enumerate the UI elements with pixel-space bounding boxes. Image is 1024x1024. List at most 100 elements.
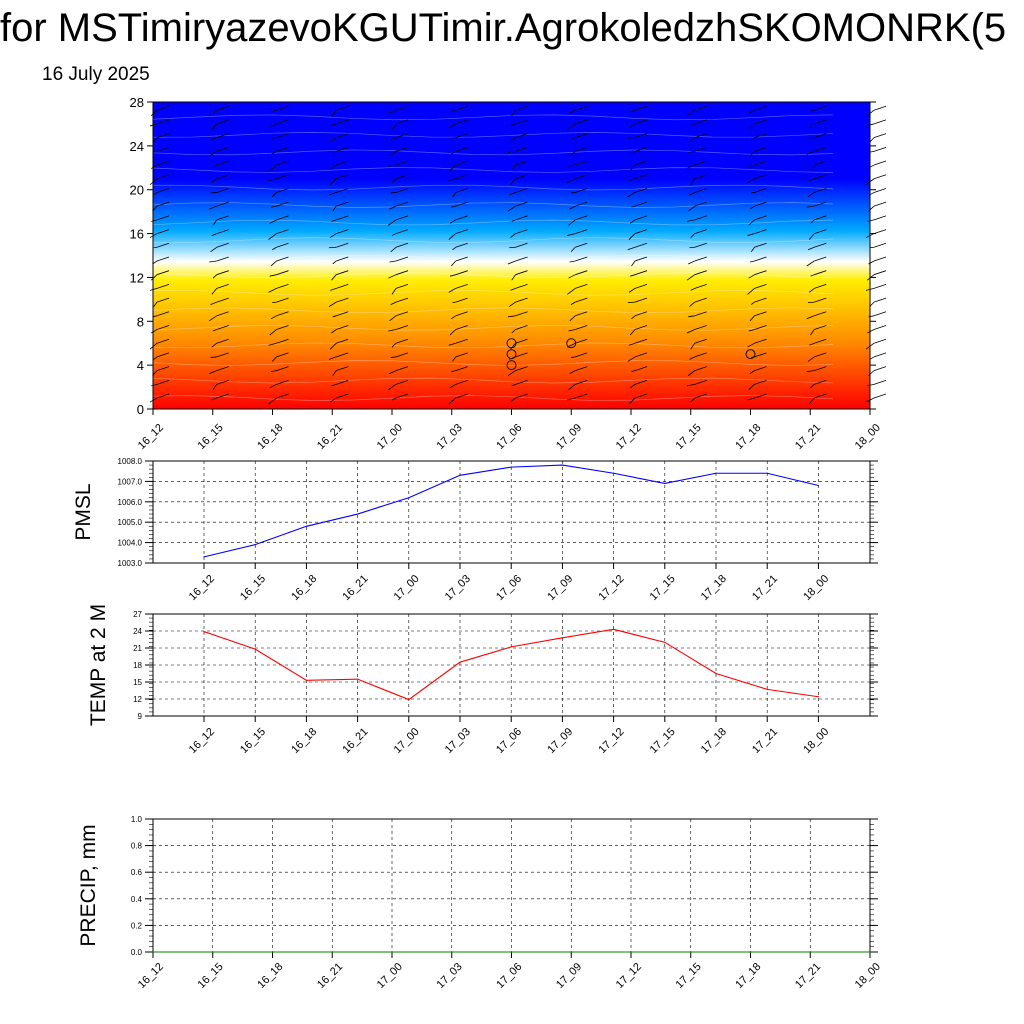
y-tick-label: 12 <box>133 695 142 704</box>
x-tick-label: 16_21 <box>340 726 370 756</box>
wind-barb <box>806 315 815 320</box>
wind-barb <box>567 342 576 348</box>
data-point <box>408 497 410 499</box>
wind-barb <box>628 342 636 346</box>
wind-barb <box>272 137 277 139</box>
wind-barb <box>388 384 397 391</box>
wind-barb-flag <box>515 284 528 289</box>
wind-barb <box>748 384 755 391</box>
wind-barb <box>210 246 217 253</box>
wind-barb-flag <box>216 105 229 111</box>
wind-barb <box>686 274 695 281</box>
wind-barb-flag <box>694 201 707 207</box>
wind-barb <box>452 192 457 198</box>
wind-barb <box>570 192 576 194</box>
wind-barb <box>268 123 277 129</box>
wind-barb <box>810 219 815 224</box>
wind-barb-flag <box>395 366 409 372</box>
wind-barb <box>212 219 218 226</box>
wind-barb-flag <box>873 160 887 166</box>
wind-barb-flag <box>754 352 767 358</box>
data-point <box>510 466 512 468</box>
wind-barb-flag <box>634 146 648 152</box>
wind-profile-panel: 0 4 8 12 16 20 24 28 16_12 16_15 16_18 16_21 17_00 17… <box>130 95 887 452</box>
wind-barb <box>507 205 516 212</box>
wind-barb-flag <box>515 160 528 166</box>
wind-barb-flag <box>216 338 229 344</box>
wind-barb <box>331 329 337 334</box>
x-tick-label: 17_09 <box>554 422 584 452</box>
data-point <box>408 698 410 701</box>
wind-barb-flag <box>216 133 229 139</box>
contour-line <box>152 325 834 331</box>
wind-barb-flag <box>276 297 289 303</box>
y-tick-label: 24 <box>133 627 142 636</box>
wind-barb-flag <box>694 133 707 139</box>
wind-barb-flag <box>634 160 648 166</box>
wind-barb <box>269 219 277 224</box>
wind-barb <box>568 219 576 226</box>
wind-barb-flag <box>276 229 289 234</box>
wind-barb-flag <box>873 366 887 372</box>
wind-barb-flag <box>156 146 170 152</box>
y-tick-label: 1008.0 <box>118 457 143 466</box>
wind-barb <box>749 205 755 210</box>
wind-barb-flag <box>873 325 887 330</box>
wind-barb-flag <box>276 325 289 330</box>
wind-barb-flag <box>694 215 707 221</box>
wind-barb <box>449 219 456 224</box>
wind-barb-flag <box>575 105 588 111</box>
wind-barb <box>330 397 337 403</box>
data-point <box>357 513 359 515</box>
calm-marker <box>506 349 517 360</box>
wind-barb-flag <box>216 256 229 262</box>
wind-barb-flag <box>515 105 528 111</box>
wind-barb-flag <box>814 352 827 358</box>
wind-barb-flag <box>575 338 588 344</box>
wind-barb-flag <box>336 160 349 166</box>
wind-barb <box>686 329 695 334</box>
wind-barb-flag <box>694 188 707 193</box>
x-tick-label: 17_12 <box>596 573 626 603</box>
y-tick-label: 21 <box>133 644 142 653</box>
wind-barb-flag <box>814 325 827 330</box>
wind-barb-flag <box>694 146 707 152</box>
wind-barb-flag <box>634 256 648 262</box>
wind-barb <box>749 370 755 374</box>
wind-barb-flag <box>156 270 170 276</box>
wind-barb <box>867 164 875 169</box>
wind-barb-flag <box>156 215 170 221</box>
wind-barb-flag <box>754 270 767 276</box>
wind-barb-flag <box>814 270 827 276</box>
wind-barb-flag <box>814 311 827 317</box>
wind-barb-flag <box>814 160 827 166</box>
wind-barb <box>268 288 277 293</box>
wind-barb-flag <box>694 284 707 289</box>
data-point <box>305 525 307 527</box>
wind-barb <box>448 288 456 293</box>
wind-barb-flag <box>156 160 170 166</box>
wind-barb <box>209 205 217 210</box>
wind-barb-flag <box>515 338 528 344</box>
wind-barb-flag <box>336 119 349 125</box>
wind-barb-flag <box>873 146 887 152</box>
wind-barb-flag <box>634 270 648 276</box>
y-tick-label: 15 <box>133 678 142 687</box>
x-tick-label: 16_15 <box>238 573 268 603</box>
wind-barb <box>452 356 457 362</box>
wind-barb <box>151 219 158 222</box>
wind-barb-flag <box>634 284 648 289</box>
wind-barb <box>329 178 337 186</box>
calm-marker <box>566 338 577 349</box>
wind-barb-flag <box>216 379 229 385</box>
wind-barb <box>153 356 158 360</box>
wind-barb <box>628 288 636 293</box>
wind-barb-flag <box>814 338 827 344</box>
temp-panel: 9 12 15 18 21 24 27 16_12 16_15 16_18 16_21 17_00 17… <box>87 604 878 756</box>
wind-barb <box>390 246 397 253</box>
wind-barb-flag <box>694 338 707 344</box>
wind-barb-flag <box>156 366 170 372</box>
wind-barb <box>448 233 457 240</box>
wind-barb <box>631 260 636 267</box>
wind-barb <box>627 246 636 251</box>
